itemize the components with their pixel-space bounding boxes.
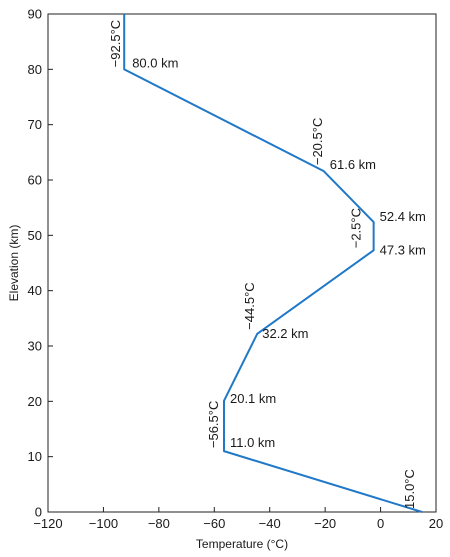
temperature-label: −44.5°C: [242, 282, 257, 329]
y-tick-label: 60: [28, 173, 42, 188]
y-tick-label: 50: [28, 228, 42, 243]
y-tick-label: 0: [35, 505, 42, 520]
temperature-label: −20.5°C: [310, 118, 325, 165]
x-tick-label: 20: [429, 516, 443, 531]
y-tick-label: 30: [28, 339, 42, 354]
series-layer: [123, 14, 423, 513]
y-axis-title: Elevation (km): [7, 225, 21, 302]
x-tick-label: −80: [148, 516, 170, 531]
temperature-label: −56.5°C: [206, 401, 221, 448]
y-tick-label: 70: [28, 117, 42, 132]
x-tick-label: −60: [203, 516, 225, 531]
temperature-label: 15.0°C: [402, 469, 417, 509]
x-tick-label: −40: [259, 516, 281, 531]
plot-frame: [47, 13, 437, 513]
y-tick-label: 80: [28, 62, 42, 77]
axes-layer: −120 −100 −80 −60 −40 −20 0 20 0 10 20 30 40 50 60 70 80…: [7, 7, 443, 552]
elevation-label: 52.4 km: [380, 209, 426, 224]
x-axis-title: Temperature (°C): [196, 537, 288, 551]
temperature-profile-line: [123, 14, 423, 513]
x-tick-label: −100: [89, 516, 118, 531]
y-tick-label: 40: [28, 283, 42, 298]
y-tick-label: 20: [28, 394, 42, 409]
elevation-label: 80.0 km: [132, 55, 178, 70]
elevation-label: 32.2 km: [262, 326, 308, 341]
x-tick-label: 0: [377, 516, 384, 531]
x-tick-label: −120: [33, 516, 62, 531]
y-tick-label: 90: [28, 7, 42, 22]
x-tick-label: −20: [314, 516, 336, 531]
annotation-layer: 80.0 km 61.6 km 52.4 km 47.3 km 32.2 km 20.1 …: [108, 20, 426, 509]
elevation-label: 47.3 km: [380, 242, 426, 257]
temperature-label: −92.5°C: [108, 20, 123, 67]
y-tick-label: 10: [28, 449, 42, 464]
elevation-label: 11.0 km: [230, 435, 275, 450]
elevation-label: 61.6 km: [330, 157, 376, 172]
elevation-label: 20.1 km: [230, 391, 276, 406]
temperature-label: −2.5°C: [349, 208, 364, 248]
